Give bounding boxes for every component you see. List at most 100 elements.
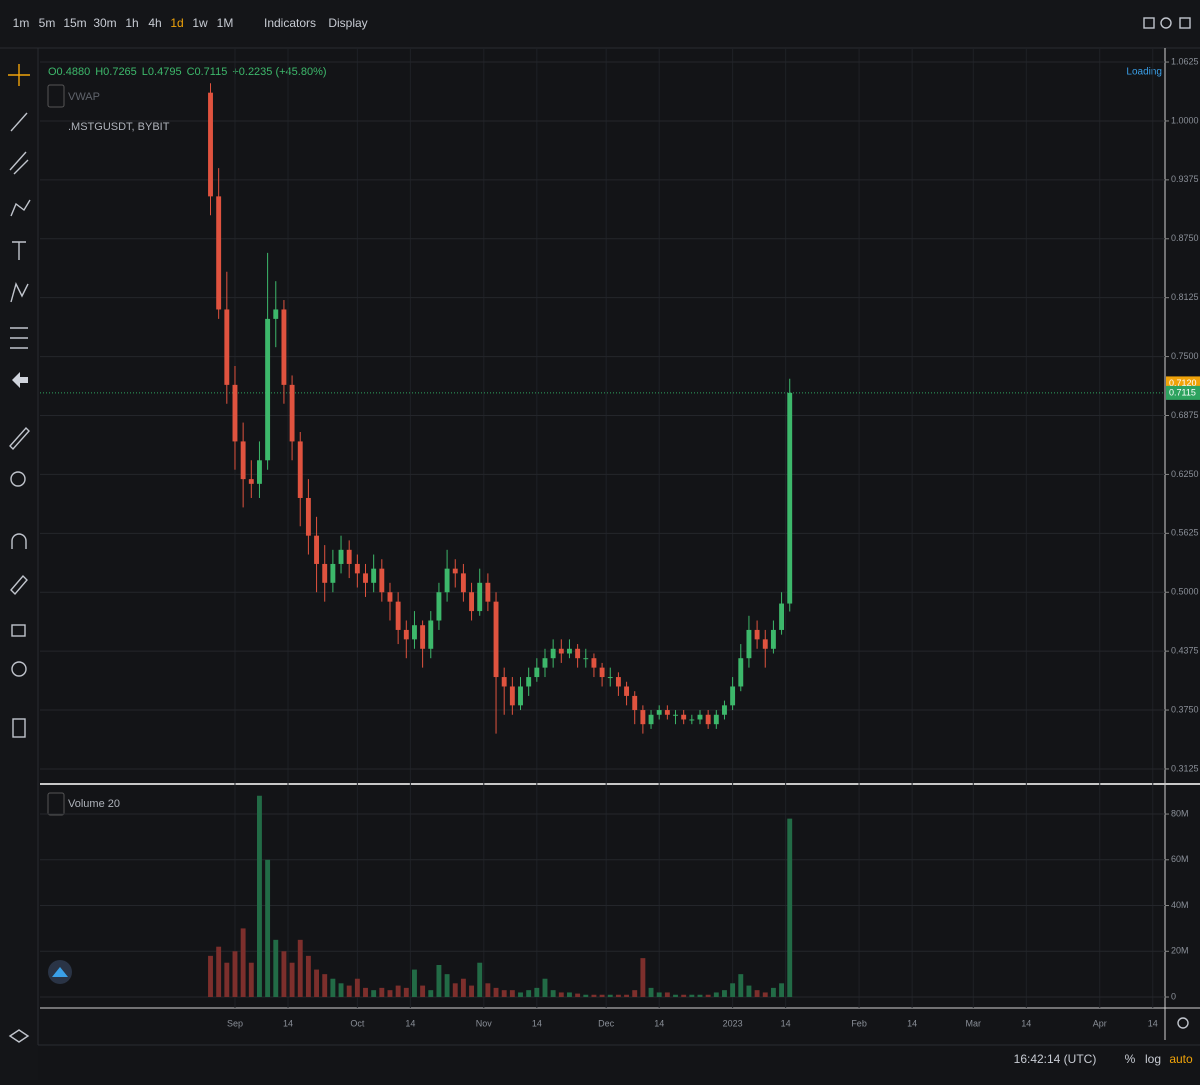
x-tick-label: Mar [966, 1018, 982, 1028]
candle-body [550, 648, 556, 659]
candle-body [346, 549, 352, 564]
candle-body [273, 309, 279, 319]
settings-icon[interactable] [1177, 1017, 1189, 1029]
back-icon[interactable] [12, 372, 28, 388]
menu-button[interactable]: Display [328, 16, 367, 30]
candle-body [371, 568, 377, 583]
y-tick-label: 0.8125 [1171, 292, 1199, 302]
volume-bar [248, 962, 254, 998]
candle-body [558, 648, 564, 654]
candle-body [673, 714, 678, 716]
candle-body [746, 629, 752, 659]
candle-body [493, 601, 499, 678]
menu-button[interactable]: Indicators [264, 16, 316, 30]
camera-icon[interactable] [1143, 17, 1155, 29]
auto-button[interactable]: auto [1169, 1052, 1193, 1066]
timeframe-button[interactable]: 5m [39, 16, 56, 30]
candle-body [428, 620, 434, 649]
percent-button[interactable]: % [1125, 1052, 1136, 1066]
candle-body [297, 441, 303, 498]
volume-bar [762, 992, 768, 998]
x-tick-label: 14 [654, 1018, 664, 1028]
crosshair-icon[interactable] [8, 64, 30, 86]
volume-bar [232, 951, 238, 998]
tool-icons[interactable] [8, 17, 1191, 1043]
volume-bar [444, 974, 450, 998]
candle-body [722, 705, 727, 715]
ruler-icon[interactable] [9, 426, 30, 451]
pattern-icon[interactable] [10, 282, 29, 303]
candle-body [591, 658, 597, 668]
settings-icon[interactable] [1160, 17, 1172, 29]
candle-body [656, 710, 662, 715]
price-label: 0.7120 [1169, 378, 1197, 388]
volume-bar [452, 983, 458, 998]
candle-body [770, 629, 776, 649]
candle-body [379, 568, 385, 593]
volume-bar [664, 992, 670, 998]
x-tick-label: Feb [851, 1018, 867, 1028]
fib-icon[interactable] [9, 151, 29, 175]
volume-bar [224, 962, 230, 998]
trash-icon[interactable] [12, 718, 26, 738]
volume-bar [338, 983, 344, 998]
magnet-icon[interactable] [11, 533, 27, 549]
volume-bar [779, 983, 785, 998]
collapse-button[interactable] [47, 84, 65, 108]
brush-icon[interactable] [10, 199, 31, 217]
timeframe-button[interactable]: 1m [13, 16, 30, 30]
candle-body [257, 460, 262, 484]
candle-body [420, 625, 426, 649]
candle-body [713, 714, 719, 725]
x-tick-label: Apr [1093, 1018, 1107, 1028]
line-icon[interactable] [10, 112, 28, 132]
candle-body [567, 648, 572, 654]
visibility-icon[interactable] [11, 661, 27, 677]
lock-draw-icon[interactable] [10, 574, 28, 596]
timeframe-button[interactable]: 4h [148, 16, 161, 30]
zoom-icon[interactable] [10, 471, 26, 487]
volume-bar [265, 859, 271, 998]
log-button[interactable]: log [1145, 1052, 1161, 1066]
volume-bar [314, 969, 320, 998]
volume-bar [257, 795, 262, 998]
volume-bar [656, 992, 662, 998]
volume-bar [297, 939, 303, 998]
volume-bar [436, 965, 442, 998]
volume-bar [583, 994, 589, 998]
volume-bar [697, 994, 703, 998]
collapse-button[interactable] [47, 792, 65, 816]
measure-icon[interactable] [10, 327, 28, 349]
lock-icon[interactable] [11, 624, 26, 637]
candle-body [534, 667, 540, 678]
candle-body [403, 629, 409, 640]
volume-bar [387, 990, 393, 998]
volume-bar [591, 994, 597, 998]
timeframe-button[interactable]: 15m [63, 16, 86, 30]
volume-bar [281, 951, 287, 998]
volume-bar [558, 992, 564, 998]
candle-body [607, 677, 613, 679]
candle-body [289, 384, 295, 442]
volume-bar [738, 974, 744, 998]
volume-bar [518, 992, 523, 998]
volume-tick-label: 80M [1171, 808, 1189, 818]
timeframe-button[interactable]: 1w [192, 16, 208, 30]
volume-bar [371, 990, 377, 998]
candle-body [518, 686, 523, 706]
ohlc-value: C0.7115 [187, 66, 228, 78]
text-icon[interactable] [12, 241, 26, 260]
layers-icon[interactable] [8, 1029, 30, 1043]
candle-body [583, 658, 589, 660]
y-tick-label: 0.6250 [1171, 469, 1199, 479]
timeframe-button[interactable]: 30m [93, 16, 116, 30]
y-tick-label: 0.8750 [1171, 233, 1199, 243]
fullscreen-icon[interactable] [1179, 17, 1191, 29]
timeframe-button[interactable]: 1M [217, 16, 234, 30]
timeframe-button[interactable]: 1h [125, 16, 138, 30]
timeframe-button[interactable]: 1d [170, 16, 183, 30]
candle-body [730, 686, 736, 706]
volume-bar [575, 993, 581, 998]
x-tick-label: 14 [283, 1018, 293, 1028]
volume-bar [787, 818, 793, 998]
